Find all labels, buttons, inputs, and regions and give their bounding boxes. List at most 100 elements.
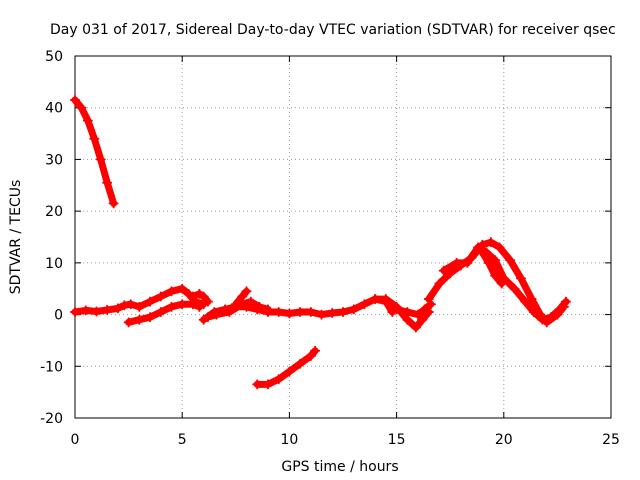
- data-point: [402, 314, 413, 325]
- data-point: [528, 306, 539, 317]
- data-point: [123, 317, 134, 328]
- data-point: [327, 308, 338, 319]
- x-axis-label: GPS time / hours: [281, 459, 398, 475]
- series-afternoon-rise-inner: [478, 249, 506, 287]
- y-tick-label: 10: [45, 256, 63, 272]
- x-tick-label: 15: [388, 432, 406, 448]
- data-point: [211, 309, 222, 320]
- data-point: [359, 299, 370, 310]
- y-tick-label: -20: [40, 411, 63, 427]
- data-point: [262, 379, 273, 390]
- data-point: [82, 115, 93, 126]
- series-baseline-morning-low-markers: [123, 299, 205, 328]
- chart-title: Day 031 of 2017, Sidereal Day-to-day VTE…: [50, 22, 616, 38]
- series-baseline-morning-high: [189, 290, 212, 306]
- data-point: [187, 299, 198, 310]
- series-spike-near-8h-markers: [230, 286, 252, 310]
- data-point: [295, 306, 306, 317]
- data-point: [273, 374, 284, 385]
- data-point: [515, 273, 526, 284]
- data-point: [273, 306, 284, 317]
- x-tick-label: 0: [71, 432, 80, 448]
- y-tick-label: 50: [45, 49, 63, 65]
- data-point: [338, 306, 348, 317]
- data-point: [370, 294, 381, 305]
- data-point: [202, 296, 213, 307]
- y-tick-label: 40: [45, 101, 63, 117]
- x-tick-label: 20: [495, 432, 513, 448]
- data-point: [537, 314, 548, 325]
- data-point: [145, 296, 156, 307]
- y-tick-label: 0: [54, 308, 63, 324]
- data-point: [95, 154, 106, 165]
- series-early-decline-markers: [70, 94, 119, 209]
- x-tick-label: 5: [178, 432, 187, 448]
- data-point: [462, 257, 473, 268]
- data-point: [177, 299, 188, 310]
- data-point: [423, 294, 434, 305]
- data-point: [410, 322, 421, 333]
- series-late-morning-low-markers: [202, 296, 273, 323]
- data-point: [419, 304, 430, 315]
- data-point: [80, 305, 91, 316]
- data-point: [112, 303, 123, 314]
- y-tick-labels: -20 -10 0 10 20 30 40 50: [40, 49, 63, 427]
- data-point: [509, 283, 520, 294]
- x-tick-labels: 0 5 10 15 20 25: [71, 432, 620, 448]
- data-point: [108, 198, 119, 209]
- axis-ticks: [74, 55, 612, 419]
- data-point: [380, 294, 391, 305]
- data-point: [230, 299, 241, 310]
- data-point: [166, 286, 177, 297]
- data-point: [402, 306, 413, 317]
- data-point: [262, 304, 273, 315]
- data-point: [477, 247, 488, 258]
- plot-frame: [74, 55, 612, 419]
- series-early-decline: [71, 96, 118, 207]
- data-point: [155, 306, 166, 317]
- x-tick-label: 25: [602, 432, 620, 448]
- data-point: [310, 345, 321, 356]
- data-series: [70, 94, 571, 390]
- data-point: [245, 296, 256, 307]
- data-point: [417, 314, 428, 325]
- data-point: [166, 301, 177, 312]
- data-point: [155, 291, 166, 302]
- y-tick-label: -10: [40, 359, 63, 375]
- data-point: [545, 312, 556, 323]
- data-point: [224, 306, 235, 317]
- y-tick-label: 20: [45, 204, 63, 220]
- data-point: [102, 304, 113, 315]
- data-point: [284, 366, 295, 377]
- data-point: [520, 296, 531, 307]
- data-point: [305, 306, 316, 317]
- data-point: [145, 312, 156, 323]
- data-point: [438, 265, 449, 276]
- data-point: [494, 242, 505, 253]
- grid-lines: [75, 56, 611, 418]
- data-point: [434, 278, 445, 289]
- data-point: [134, 314, 145, 325]
- series-afternoon-rise-inner-markers: [477, 247, 507, 289]
- series-negative-segment-markers: [252, 345, 321, 390]
- data-point: [194, 301, 205, 312]
- data-point: [295, 358, 306, 369]
- data-point: [485, 237, 496, 248]
- y-tick-label: 30: [45, 152, 63, 168]
- data-point: [241, 286, 252, 297]
- data-point: [284, 308, 295, 319]
- data-point: [305, 350, 316, 361]
- data-point: [89, 133, 100, 144]
- data-point: [496, 278, 507, 289]
- data-point: [177, 283, 188, 294]
- data-point: [254, 301, 265, 312]
- data-point: [490, 255, 501, 266]
- data-point: [70, 94, 80, 105]
- data-point: [554, 304, 565, 315]
- data-point: [316, 309, 327, 320]
- data-point: [202, 312, 213, 323]
- data-point: [526, 294, 537, 305]
- data-point: [119, 300, 130, 311]
- data-point: [237, 291, 248, 302]
- data-point: [348, 304, 359, 315]
